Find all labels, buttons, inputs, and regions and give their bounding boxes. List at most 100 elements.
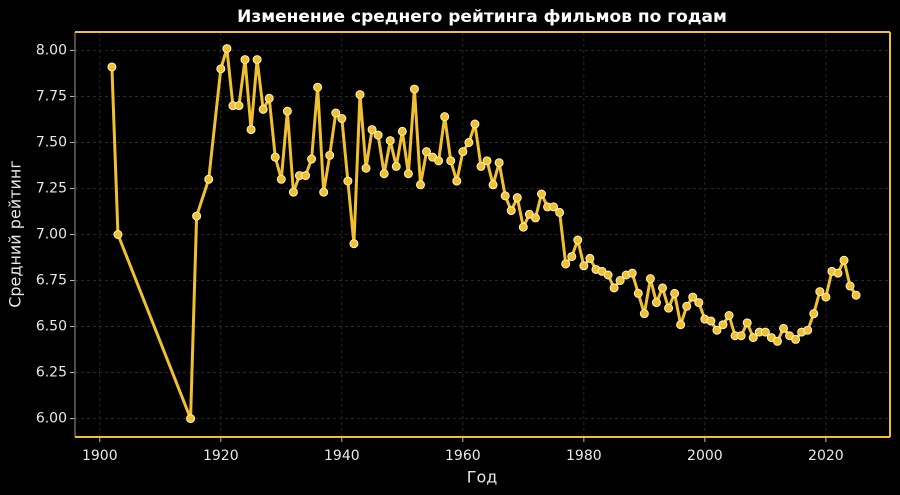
point bbox=[627, 268, 637, 278]
point bbox=[518, 222, 528, 232]
point bbox=[331, 108, 341, 118]
point bbox=[307, 154, 317, 164]
point bbox=[821, 292, 831, 302]
point bbox=[458, 147, 468, 157]
point bbox=[288, 187, 298, 197]
point bbox=[258, 104, 268, 114]
point bbox=[186, 414, 196, 424]
point bbox=[391, 161, 401, 171]
point bbox=[664, 303, 674, 313]
point bbox=[276, 174, 286, 184]
point bbox=[651, 298, 661, 308]
point bbox=[337, 114, 347, 124]
point bbox=[113, 230, 123, 239]
point bbox=[839, 255, 849, 265]
x-tick-label: 1920 bbox=[203, 448, 239, 464]
point bbox=[742, 318, 752, 328]
y-tick-label: 7.00 bbox=[36, 227, 67, 243]
point bbox=[603, 270, 613, 280]
point bbox=[609, 283, 619, 293]
point bbox=[658, 283, 668, 293]
point bbox=[645, 274, 655, 284]
point bbox=[803, 325, 813, 335]
point bbox=[694, 298, 704, 308]
x-tick-label: 1940 bbox=[324, 448, 360, 464]
point bbox=[494, 158, 504, 168]
point bbox=[252, 55, 262, 65]
x-axis-label: Год bbox=[467, 468, 498, 487]
point bbox=[367, 125, 377, 135]
chart-title: Изменение среднего рейтинга фильмов по г… bbox=[237, 7, 727, 27]
point bbox=[585, 253, 595, 263]
point bbox=[639, 309, 649, 319]
point bbox=[216, 64, 226, 74]
point bbox=[530, 213, 540, 223]
x-tick-label: 2020 bbox=[808, 448, 844, 464]
point bbox=[403, 169, 413, 179]
point bbox=[845, 281, 855, 291]
point bbox=[760, 327, 770, 337]
point bbox=[506, 206, 516, 216]
point bbox=[264, 93, 274, 103]
point bbox=[301, 171, 311, 181]
point bbox=[415, 180, 425, 190]
point bbox=[282, 106, 292, 116]
point bbox=[488, 180, 498, 190]
point bbox=[833, 268, 843, 278]
x-tick-label: 2000 bbox=[687, 448, 723, 464]
point bbox=[682, 301, 692, 311]
point bbox=[688, 292, 698, 302]
y-tick-label: 6.00 bbox=[36, 411, 67, 427]
point bbox=[107, 62, 117, 72]
point bbox=[779, 323, 789, 333]
point bbox=[319, 187, 329, 197]
y-tick-label: 6.50 bbox=[36, 319, 67, 335]
point bbox=[809, 309, 819, 319]
point bbox=[240, 55, 250, 65]
point bbox=[676, 320, 686, 330]
point bbox=[482, 156, 492, 166]
point bbox=[615, 276, 625, 286]
point bbox=[476, 161, 486, 171]
point bbox=[470, 119, 480, 129]
point bbox=[536, 189, 546, 199]
point bbox=[573, 235, 583, 245]
point bbox=[325, 150, 335, 160]
point bbox=[246, 125, 256, 135]
x-tick-label: 1980 bbox=[566, 448, 602, 464]
point bbox=[706, 316, 716, 326]
point bbox=[222, 44, 232, 54]
point bbox=[500, 191, 510, 201]
point bbox=[313, 82, 323, 92]
y-tick-label: 7.50 bbox=[36, 134, 67, 150]
point bbox=[434, 156, 444, 166]
point bbox=[440, 112, 450, 122]
line bbox=[110, 47, 858, 421]
point bbox=[270, 152, 280, 162]
point bbox=[736, 331, 746, 341]
y-tick-label: 6.75 bbox=[36, 273, 67, 289]
y-tick-label: 6.25 bbox=[36, 365, 67, 381]
y-tick-label: 7.25 bbox=[36, 180, 67, 196]
point bbox=[791, 334, 801, 344]
point bbox=[234, 101, 244, 111]
point bbox=[379, 169, 389, 179]
point bbox=[555, 207, 565, 217]
point bbox=[561, 259, 571, 269]
point bbox=[464, 137, 474, 147]
point bbox=[349, 239, 359, 249]
point bbox=[452, 176, 462, 186]
point bbox=[385, 136, 395, 146]
point bbox=[772, 336, 782, 346]
point bbox=[712, 325, 722, 335]
point bbox=[567, 252, 577, 262]
y-tick-label: 8.00 bbox=[36, 42, 67, 58]
point bbox=[815, 287, 825, 297]
point bbox=[204, 174, 214, 184]
point bbox=[633, 288, 643, 298]
point bbox=[718, 320, 728, 330]
y-axis-label: Средний рейтинг bbox=[6, 160, 25, 308]
y-tick-label: 7.75 bbox=[36, 88, 67, 104]
point bbox=[724, 311, 734, 320]
